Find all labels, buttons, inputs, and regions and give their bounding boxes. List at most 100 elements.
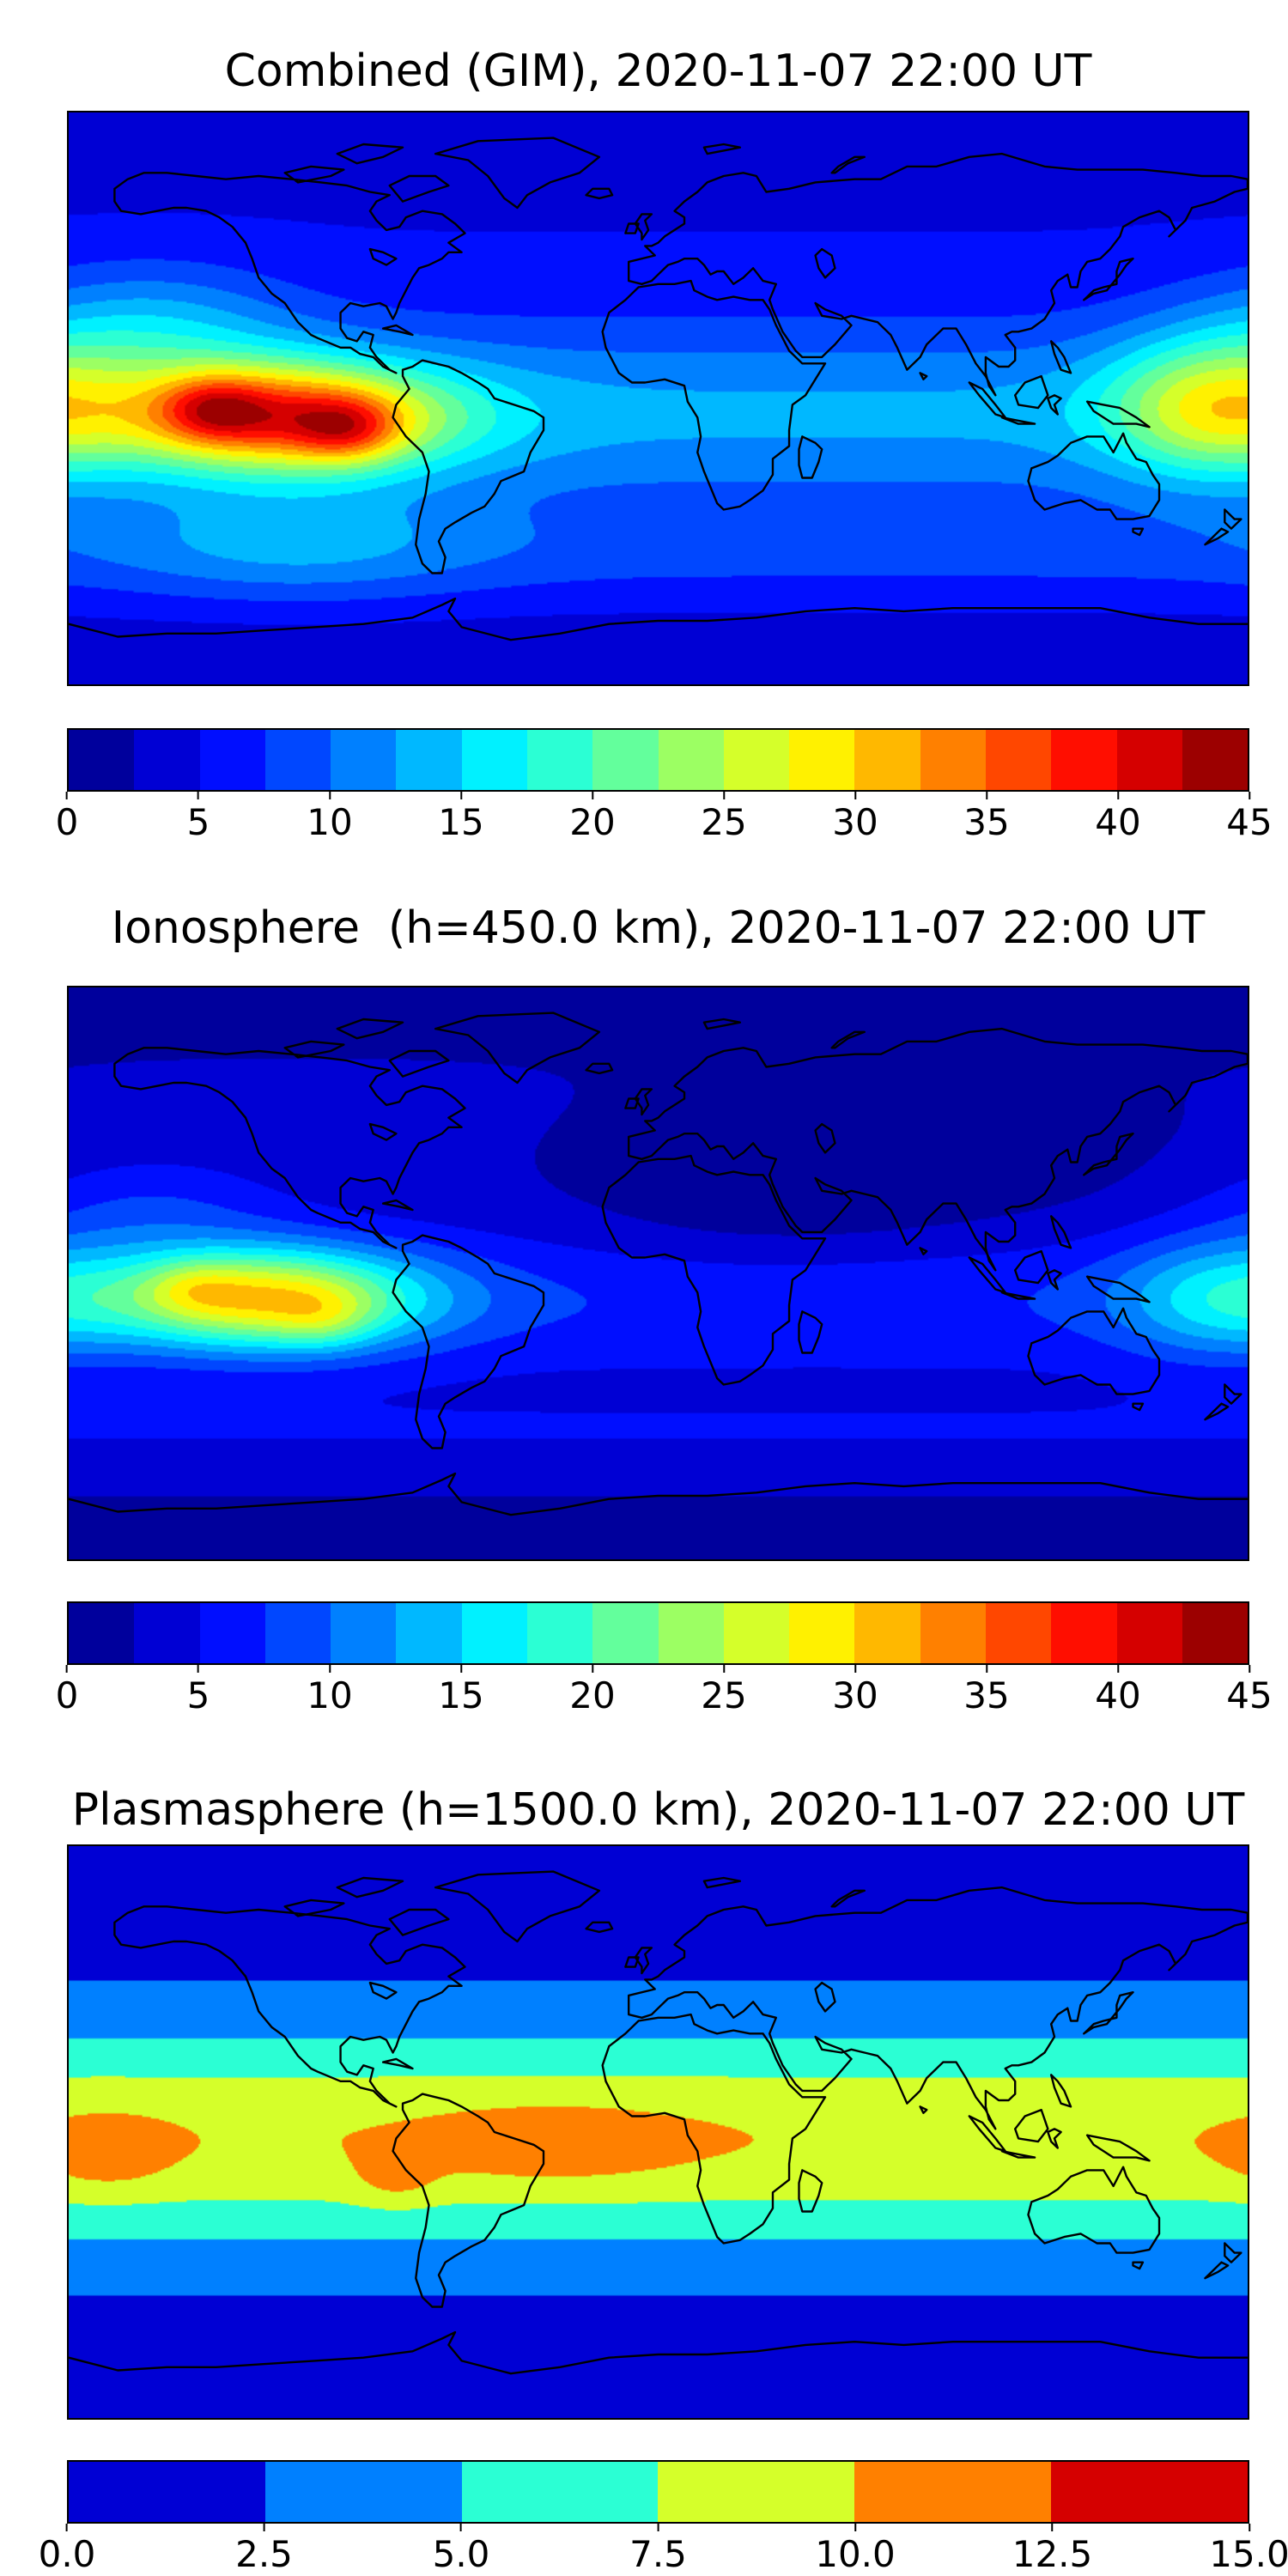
tick-mark-icon — [1248, 1665, 1250, 1673]
tick-mark-icon — [591, 792, 593, 799]
colorbar-tick: 35 — [963, 792, 1010, 843]
tick-mark-icon — [985, 1665, 987, 1673]
tick-mark-icon — [1051, 2524, 1054, 2531]
plasmasphere-heatmap-canvas — [69, 1846, 1248, 2418]
colorbar-tick: 20 — [569, 792, 616, 841]
tick-mark-icon — [657, 2524, 659, 2531]
colorbar-tick: 15 — [438, 792, 484, 843]
colorbar-tick: 10 — [307, 1665, 353, 1715]
colorbar-tick: 12.5 — [1012, 2524, 1093, 2575]
colorbar-tick: 5 — [187, 792, 210, 841]
tick-mark-icon — [722, 792, 725, 799]
colorbar-segment — [396, 730, 462, 790]
tick-mark-icon — [328, 792, 331, 799]
combined-colorbar-ticks: 0 5 10 15 20 25 30 35 40 45 — [56, 792, 1273, 843]
colorbar-tick: 30 — [832, 792, 878, 841]
colorbar-segment — [723, 1603, 790, 1663]
tick-mark-icon — [328, 1665, 331, 1673]
colorbar-tick: 45 — [1226, 1665, 1273, 1716]
colorbar-segment — [526, 730, 593, 790]
colorbar-segment — [592, 730, 659, 790]
coastlines-overlay — [69, 112, 1248, 684]
tick-mark-icon — [985, 792, 987, 799]
colorbar-tick: 0 — [55, 792, 79, 843]
colorbar-segment — [1051, 2462, 1248, 2522]
coastline-path — [69, 1872, 1248, 2374]
colorbar-segment — [985, 1603, 1052, 1663]
colorbar-tick-label: 0 — [55, 801, 79, 843]
colorbar-tick-label: 15 — [438, 801, 484, 843]
colorbar-segment — [69, 730, 135, 790]
coastline-path — [69, 138, 1248, 641]
colorbar-tick-label: 35 — [963, 801, 1010, 843]
colorbar-tick-label: 25 — [701, 1674, 747, 1716]
colorbar-segment — [658, 730, 724, 790]
colorbar-tick: 40 — [1095, 792, 1141, 843]
colorbar-segment — [1051, 1603, 1117, 1663]
colorbar-segment — [69, 1603, 135, 1663]
colorbar-tick-label: 45 — [1226, 1674, 1273, 1716]
colorbar-segment — [854, 1603, 920, 1663]
combined-colorbar — [67, 728, 1249, 792]
colorbar-segment — [69, 2462, 265, 2522]
colorbar-segment — [461, 730, 527, 790]
combined-heatmap-canvas — [69, 112, 1248, 684]
colorbar-tick: 15.0 — [1209, 2524, 1288, 2573]
colorbar-tick: 25 — [701, 792, 747, 843]
plasmasphere-colorbar — [67, 2460, 1249, 2524]
colorbar-segment — [920, 1603, 986, 1663]
colorbar-segment — [658, 2462, 855, 2522]
tick-mark-icon — [722, 1665, 725, 1673]
colorbar-tick: 25 — [701, 1665, 747, 1716]
colorbar-tick-label: 5 — [186, 801, 210, 843]
colorbar-segment — [658, 1603, 724, 1663]
plasmasphere-map — [67, 1844, 1249, 2420]
colorbar-segment — [461, 1603, 527, 1663]
colorbar-tick-label: 12.5 — [1012, 2533, 1093, 2575]
colorbar-tick: 40 — [1095, 1665, 1141, 1715]
tick-mark-icon — [65, 1665, 68, 1673]
panel-plasmasphere-title: Plasmasphere (h=1500.0 km), 2020-11-07 2… — [71, 1784, 1245, 1836]
tick-mark-icon — [65, 2524, 68, 2531]
colorbar-tick-label: 20 — [569, 1674, 616, 1716]
colorbar-tick: 0.0 — [39, 2524, 95, 2573]
panel-combined-title: Combined (GIM), 2020-11-07 22:00 UT — [224, 46, 1092, 97]
colorbar-tick: 10 — [307, 792, 353, 841]
colorbar-tick: 35 — [963, 1665, 1010, 1715]
colorbar-segment — [1182, 1603, 1249, 1663]
colorbar-tick-label: 30 — [832, 1674, 878, 1716]
tick-mark-icon — [459, 2524, 462, 2531]
colorbar-tick: 15 — [438, 1665, 484, 1715]
tick-mark-icon — [854, 792, 856, 799]
ionosphere-map — [67, 986, 1249, 1561]
coastlines-overlay — [69, 1846, 1248, 2418]
colorbar-segment — [789, 730, 855, 790]
colorbar-segment — [264, 730, 331, 790]
colorbar-segment — [331, 1603, 397, 1663]
colorbar-tick-label: 15.0 — [1209, 2533, 1288, 2575]
colorbar-tick-label: 25 — [701, 801, 747, 843]
colorbar-segment — [396, 1603, 462, 1663]
colorbar-segment — [526, 1603, 593, 1663]
colorbar-tick-label: 5 — [186, 1674, 210, 1716]
colorbar-segment — [920, 730, 986, 790]
tick-mark-icon — [591, 1665, 593, 1673]
colorbar-tick: 20 — [569, 1665, 616, 1716]
tick-mark-icon — [1248, 2524, 1250, 2531]
colorbar-segment — [264, 2462, 462, 2522]
colorbar-segment — [854, 2462, 1052, 2522]
colorbar-segment — [461, 2462, 659, 2522]
colorbar-segment — [1116, 1603, 1182, 1663]
colorbar-tick-label: 2.5 — [235, 2533, 293, 2575]
colorbar-segment — [199, 1603, 265, 1663]
colorbar-segment — [789, 1603, 855, 1663]
colorbar-tick-label: 40 — [1095, 801, 1141, 843]
colorbar-segment — [723, 730, 790, 790]
coastlines-overlay — [69, 987, 1248, 1559]
colorbar-tick-label: 7.5 — [629, 2533, 687, 2575]
plasmasphere-colorbar-ticks: 0.0 2.5 5.0 7.5 10.0 12.5 15.0 — [39, 2524, 1288, 2575]
colorbar-segment — [331, 730, 397, 790]
colorbar-segment — [1182, 730, 1249, 790]
tick-mark-icon — [459, 792, 462, 799]
